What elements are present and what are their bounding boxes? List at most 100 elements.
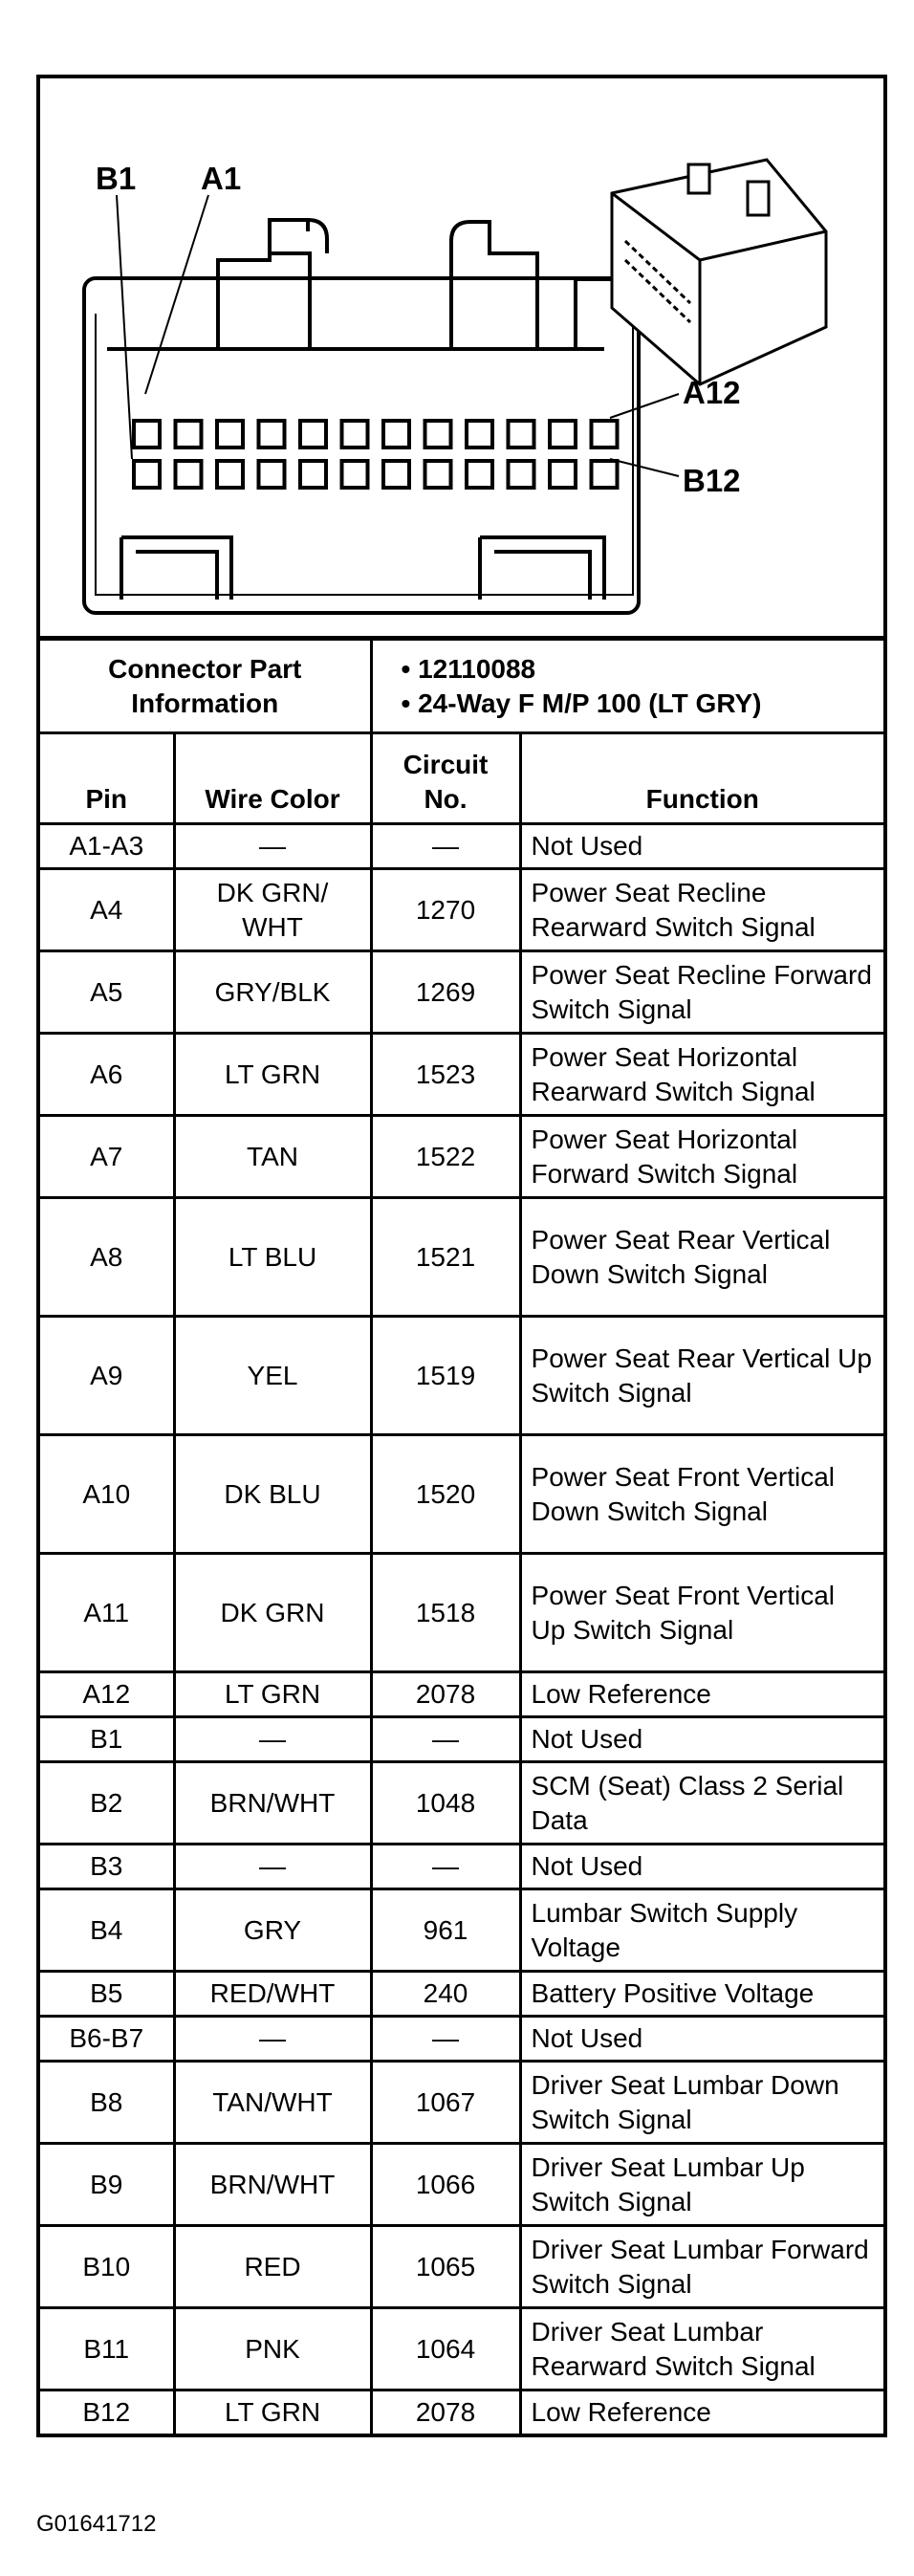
function-cell: Power Seat Rear Vertical Up Switch Signa… xyxy=(518,1315,883,1436)
circuit-cell: — xyxy=(369,2015,522,2063)
pin-cell: B6-B7 xyxy=(40,2015,176,2063)
function-cell: Low Reference xyxy=(518,2389,883,2434)
pin-cell: B9 xyxy=(40,2142,176,2227)
pin-cavity xyxy=(173,419,204,449)
function-cell: Power Seat Front Vertical Down Switch Si… xyxy=(518,1433,883,1555)
function-cell: Not Used xyxy=(518,2015,883,2063)
table-row: A9 YEL 1519 Power Seat Rear Vertical Up Swi… xyxy=(40,1315,883,1436)
function-cell: Battery Positive Voltage xyxy=(518,1970,883,2018)
table-row: A5 GRY/BLK 1269 Power Seat Recline Forward … xyxy=(40,950,883,1035)
pin-cavity xyxy=(215,419,245,449)
table-row: A1-A3— — Not Used xyxy=(40,823,883,870)
pin-cavity xyxy=(298,419,328,449)
pin-cell: B2 xyxy=(40,1760,176,1845)
wire-color-cell: LT GRN xyxy=(172,2389,373,2434)
connector-frame: B1 A1 A12 B12 Connector Part Information… xyxy=(36,75,887,2437)
wire-color-cell: GRY xyxy=(172,1888,373,1973)
circuit-cell: 1522 xyxy=(369,1114,522,1199)
pin-cavity xyxy=(423,459,453,490)
table-row: B11 PNK 1064 Driver Seat Lumbar Rearward Sw… xyxy=(40,2306,883,2391)
part-number: • 12110088 xyxy=(401,653,536,684)
pin-cell: A12 xyxy=(40,1670,176,1718)
pin-cavity xyxy=(589,459,620,490)
pin-cell: A5 xyxy=(40,950,176,1035)
connector-part-info-row: Connector Part Information • 12110088 • … xyxy=(40,641,883,734)
header-wire-color: Wire Color xyxy=(172,731,373,825)
circuit-cell: 1520 xyxy=(369,1433,522,1555)
table-row: A6 LT GRN 1523 Power Seat Horizontal Rearwa… xyxy=(40,1032,883,1117)
connector-diagram: B1 A1 A12 B12 xyxy=(40,78,883,641)
circuit-cell: 1523 xyxy=(369,1032,522,1117)
table-row: B8 TAN/WHT 1067 Driver Seat Lumbar Down Swi… xyxy=(40,2060,883,2145)
pin-cell: B11 xyxy=(40,2306,176,2391)
table-row: A10 DK BLU 1520 Power Seat Front Vertical D… xyxy=(40,1433,883,1555)
wire-color-cell: TAN xyxy=(172,1114,373,1199)
pin-cavity xyxy=(132,459,162,490)
pin-cell: A6 xyxy=(40,1032,176,1117)
connector-pinout-table: Connector Part Information • 12110088 • … xyxy=(40,641,883,2434)
wire-color-cell: DK GRN/ WHT xyxy=(172,867,373,952)
pin-cell: B5 xyxy=(40,1970,176,2018)
pin-cavity xyxy=(339,419,370,449)
pin-cavity xyxy=(339,459,370,490)
wire-color-cell: PNK xyxy=(172,2306,373,2391)
pin-cavity xyxy=(423,419,453,449)
wire-color-cell: DK GRN xyxy=(172,1552,373,1673)
table-row: A4 DK GRN/ WHT 1270 Power Seat Recline Rear… xyxy=(40,867,883,952)
connector-body xyxy=(82,276,641,615)
wire-color-cell: RED/WHT xyxy=(172,1970,373,2018)
circuit-cell: 1521 xyxy=(369,1196,522,1318)
circuit-cell: 1065 xyxy=(369,2224,522,2309)
wire-color-cell: — xyxy=(172,1843,373,1890)
pin-cell: A10 xyxy=(40,1433,176,1555)
wire-color-cell: YEL xyxy=(172,1315,373,1436)
circuit-cell: 1519 xyxy=(369,1315,522,1436)
function-cell: Driver Seat Lumbar Rearward Switch Signa… xyxy=(518,2306,883,2391)
function-cell: Power Seat Recline Forward Switch Signal xyxy=(518,950,883,1035)
pin-label-b1: B1 xyxy=(96,161,137,196)
wire-color-cell: LT BLU xyxy=(172,1196,373,1318)
function-cell: Power Seat Rear Vertical Down Switch Sig… xyxy=(518,1196,883,1318)
pin-grid xyxy=(132,419,620,490)
pin-cavity xyxy=(173,459,204,490)
circuit-cell: 961 xyxy=(369,1888,522,1973)
wire-color-cell: — xyxy=(172,823,373,870)
pin-cavity xyxy=(298,459,328,490)
pin-cavity xyxy=(215,459,245,490)
table-row: B5 RED/WHT 240 Battery Positive Voltage xyxy=(40,1970,883,2018)
pin-cavity xyxy=(548,419,577,449)
function-cell: Low Reference xyxy=(518,1670,883,1718)
figure-id: G01641712 xyxy=(36,2511,157,2537)
pin-cavity xyxy=(506,419,536,449)
pin-cell: A9 xyxy=(40,1315,176,1436)
table-row: A12 LT GRN 2078 Low Reference xyxy=(40,1670,883,1718)
function-cell: Driver Seat Lumbar Up Switch Signal xyxy=(518,2142,883,2227)
header-circuit: Circuit No. xyxy=(369,731,522,825)
function-cell: Driver Seat Lumbar Down Switch Signal xyxy=(518,2060,883,2145)
circuit-cell: 240 xyxy=(369,1970,522,2018)
circuit-cell: 1269 xyxy=(369,950,522,1035)
pin-cavity xyxy=(548,459,577,490)
wire-color-cell: BRN/WHT xyxy=(172,1760,373,1845)
function-cell: Power Seat Recline Rearward Switch Signa… xyxy=(518,867,883,952)
circuit-cell: 1270 xyxy=(369,867,522,952)
table-row: B12 LT GRN 2078 Low Reference xyxy=(40,2389,883,2434)
pin-cavity xyxy=(589,419,620,449)
pin-cell: A8 xyxy=(40,1196,176,1318)
circuit-cell: 2078 xyxy=(369,1670,522,1718)
wire-color-cell: TAN/WHT xyxy=(172,2060,373,2145)
pin-cell: A11 xyxy=(40,1552,176,1673)
circuit-cell: — xyxy=(369,1715,522,1763)
pin-label-a12: A12 xyxy=(683,375,741,410)
circuit-cell: 1518 xyxy=(369,1552,522,1673)
circuit-cell: 1066 xyxy=(369,2142,522,2227)
table-row: B10 RED 1065 Driver Seat Lumbar Forward Swi… xyxy=(40,2224,883,2309)
pin-label-a1: A1 xyxy=(201,161,242,196)
wire-color-cell: — xyxy=(172,1715,373,1763)
pin-cavity xyxy=(132,419,162,449)
circuit-cell: 1064 xyxy=(369,2306,522,2391)
table-row: A11 DK GRN 1518 Power Seat Front Vertical U… xyxy=(40,1552,883,1673)
function-cell: Not Used xyxy=(518,1843,883,1890)
table-row: B3— — Not Used xyxy=(40,1843,883,1890)
wire-color-cell: LT GRN xyxy=(172,1032,373,1117)
